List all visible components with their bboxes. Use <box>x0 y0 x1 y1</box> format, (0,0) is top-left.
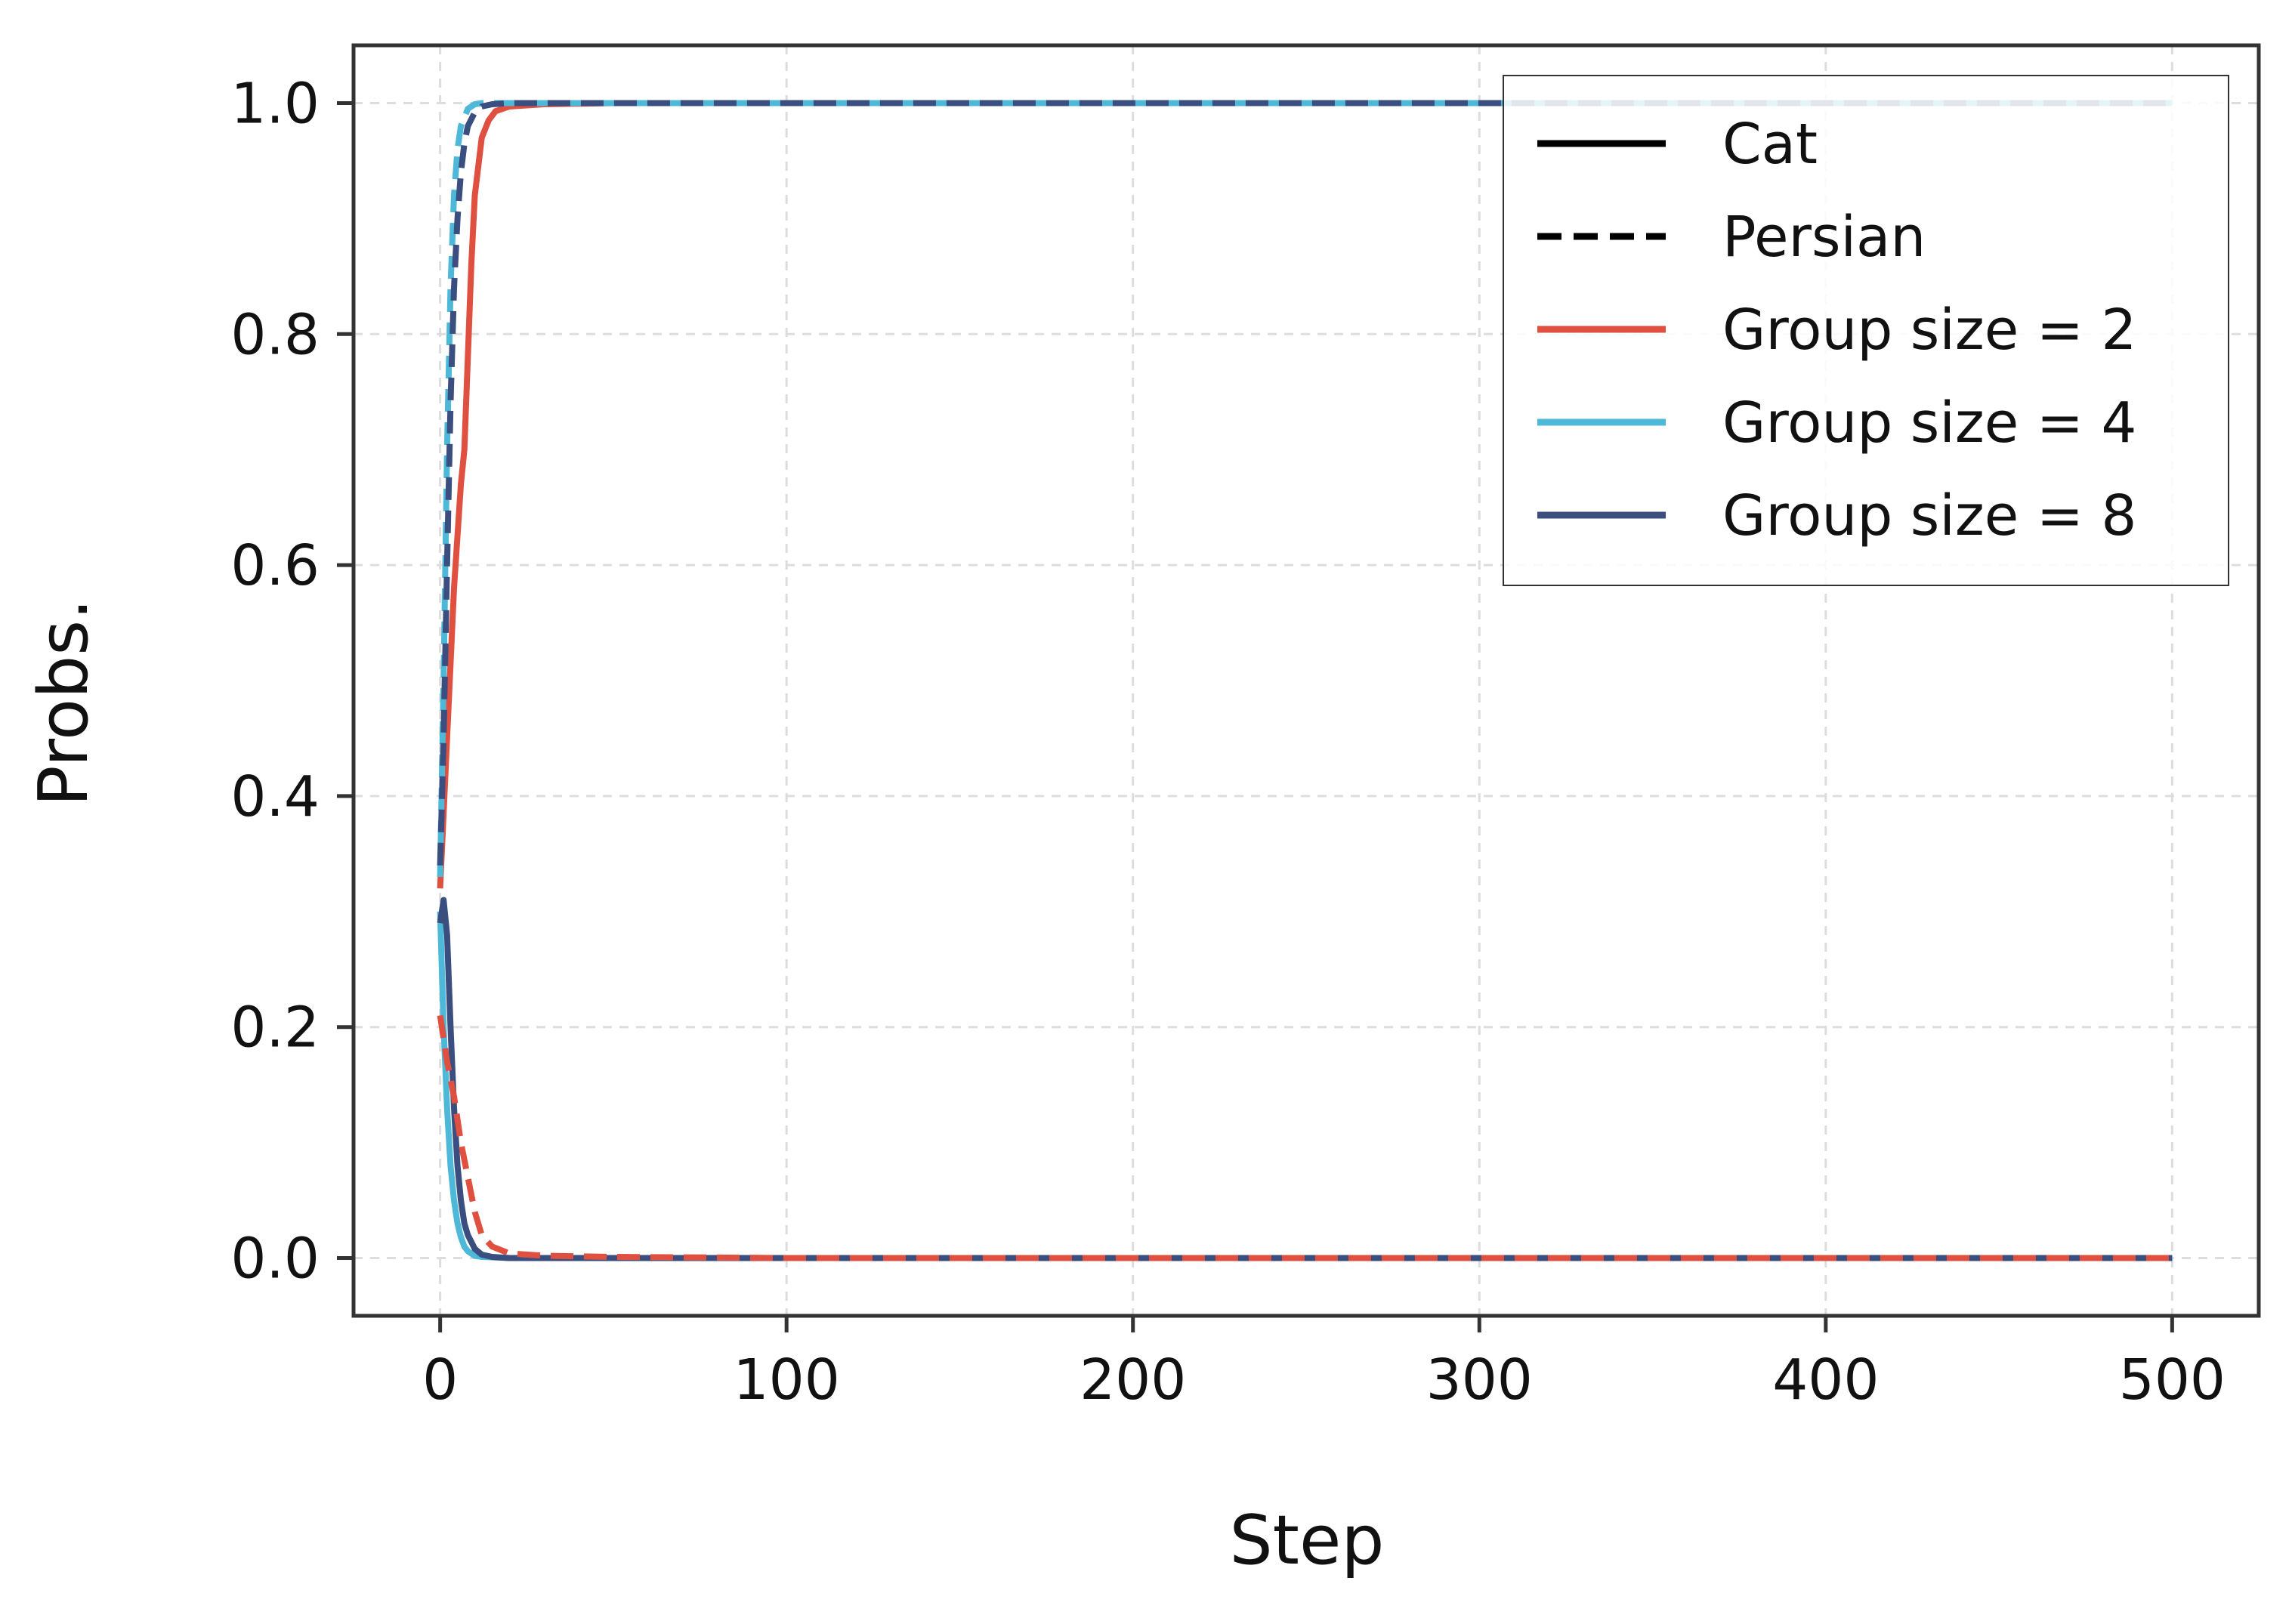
y-tick-label: 0.8 <box>230 302 320 367</box>
legend-label: Group size = 8 <box>1722 483 2136 548</box>
y-tick-label: 0.6 <box>230 533 320 598</box>
y-tick-label: 1.0 <box>230 71 320 136</box>
x-tick-label: 200 <box>1080 1348 1186 1413</box>
legend-label: Group size = 2 <box>1722 298 2136 363</box>
legend-label: Persian <box>1722 205 1926 270</box>
y-tick-label: 0.2 <box>230 996 320 1061</box>
legend-label: Group size = 4 <box>1722 391 2136 455</box>
y-axis-label: Probs. <box>24 598 103 806</box>
legend: Cat Persian Group size = 2 Group size = 4 Gr… <box>1503 75 2229 586</box>
x-tick-label: 0 <box>422 1348 458 1413</box>
y-tick-label: 0.0 <box>230 1227 320 1292</box>
series-line-group-size-4-persian <box>437 100 2173 877</box>
x-axis-label: Step <box>1230 1501 1385 1580</box>
legend-label: Cat <box>1722 112 1818 177</box>
series-line-group-size-8-persian <box>437 100 2173 866</box>
x-tick-label: 100 <box>734 1348 840 1413</box>
y-tick-label: 0.4 <box>230 764 320 829</box>
series-line-group-size-2-persian <box>437 1014 2173 1261</box>
x-tick-label: 300 <box>1426 1348 1533 1413</box>
x-tick-label: 400 <box>1772 1348 1879 1413</box>
x-tick-label: 500 <box>2119 1348 2226 1413</box>
series-lines <box>437 100 2173 1261</box>
plot-frame <box>351 43 2261 1318</box>
axis-ticks: 0 100 200 300 400 500 0.0 0.2 0.4 0.6 0.8 1.0 <box>230 71 2226 1413</box>
